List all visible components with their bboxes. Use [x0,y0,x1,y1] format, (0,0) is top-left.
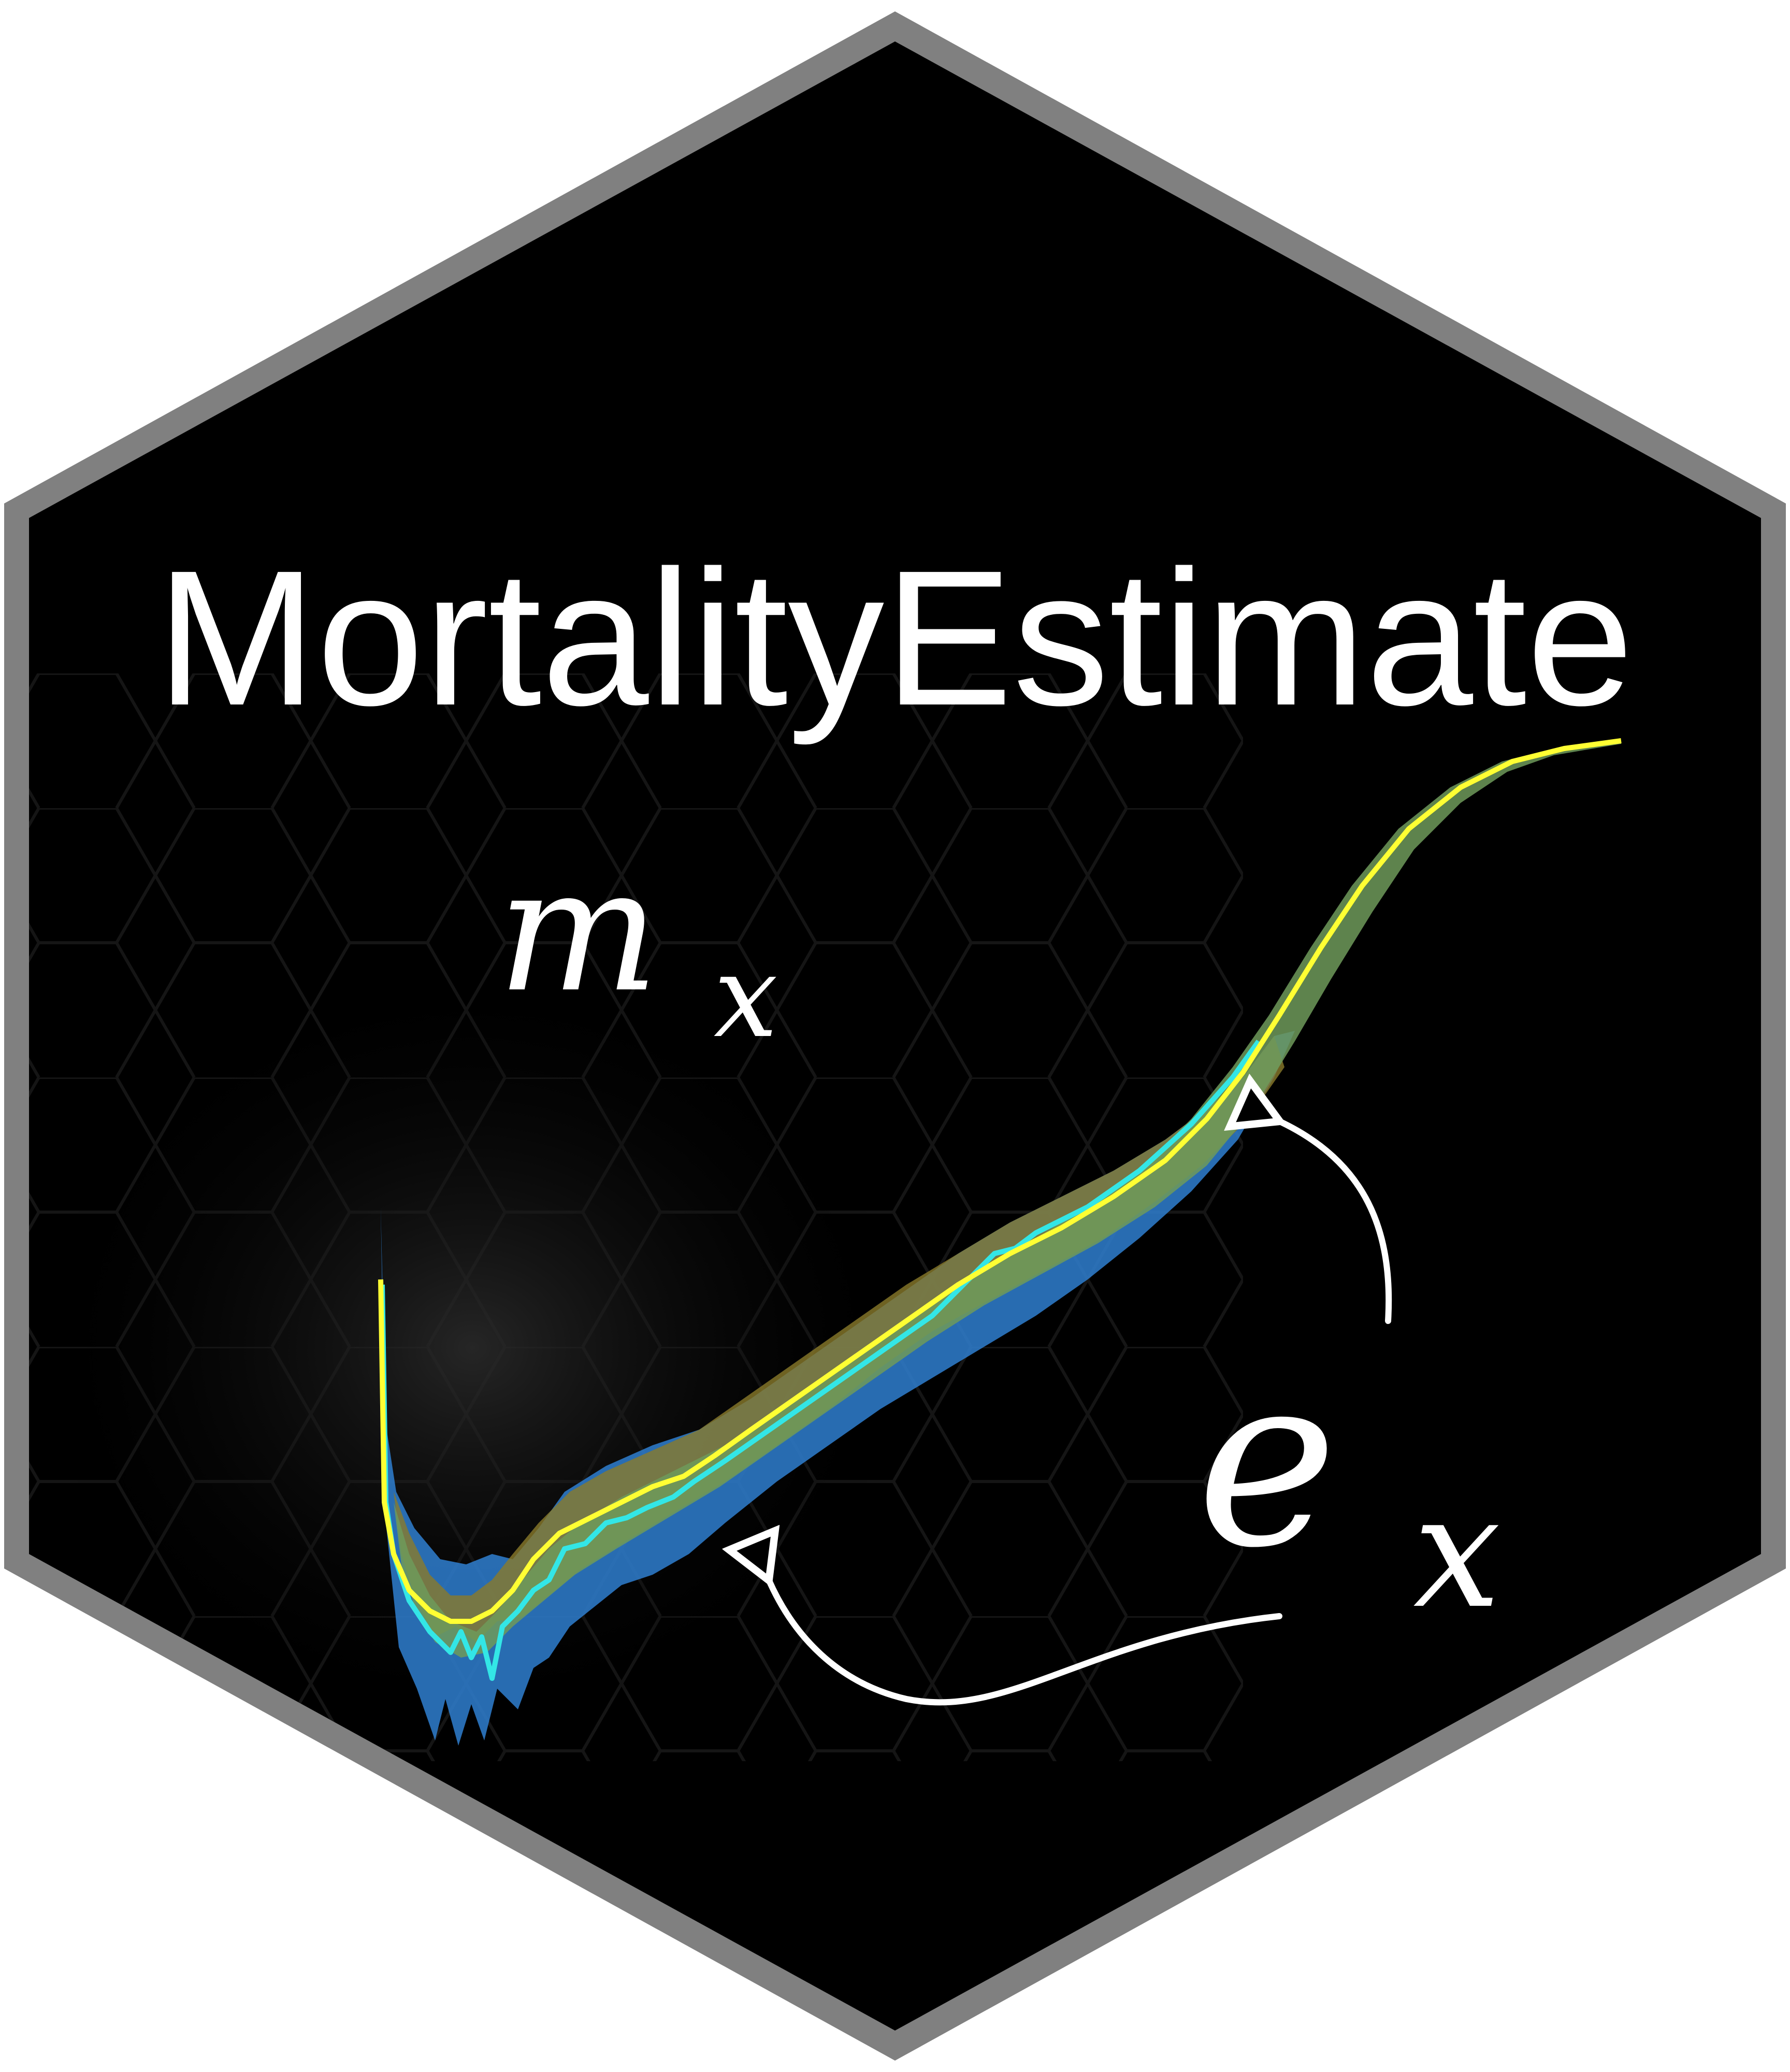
mx-subscript: x [714,930,778,1063]
mortality-curve-graphic [378,738,1622,1746]
ex-label: e x [1196,1323,1501,1643]
hand-drawn-arrow-upper [1274,1119,1392,1324]
ex-subscript: x [1413,1462,1500,1643]
ex-base: e [1196,1323,1337,1600]
mx-label: m x [497,831,778,1063]
hand-drawn-arrow-lower [767,1575,1282,1706]
logo-title: MortalityEstimate [156,530,1634,746]
line-main [378,738,1622,1624]
band-green [394,741,1621,1658]
line-secondary [380,1040,1261,1681]
mx-base: m [497,831,659,1030]
band-olive [394,1036,1284,1642]
